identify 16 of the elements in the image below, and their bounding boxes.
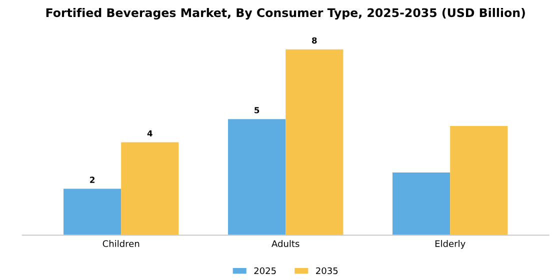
- chart-title: Fortified Beverages Market, By Consumer Type, 2025-2035 (USD Billion): [46, 8, 525, 20]
- bar: [392, 172, 450, 236]
- data-label: 2: [90, 176, 94, 183]
- legend-label: 2035: [316, 267, 338, 274]
- bar: [228, 119, 286, 236]
- bar: [64, 188, 122, 236]
- x-tick-label: Elderly: [435, 240, 466, 249]
- bar: [286, 49, 344, 236]
- legend-label: 2025: [254, 267, 276, 274]
- data-label: 5: [254, 107, 260, 114]
- data-label: 8: [312, 37, 317, 44]
- data-label: 4: [147, 130, 152, 136]
- bar: [121, 142, 179, 236]
- x-tick-label: Children: [102, 240, 140, 248]
- x-tick-label: Adults: [272, 240, 300, 248]
- bar: [450, 126, 508, 236]
